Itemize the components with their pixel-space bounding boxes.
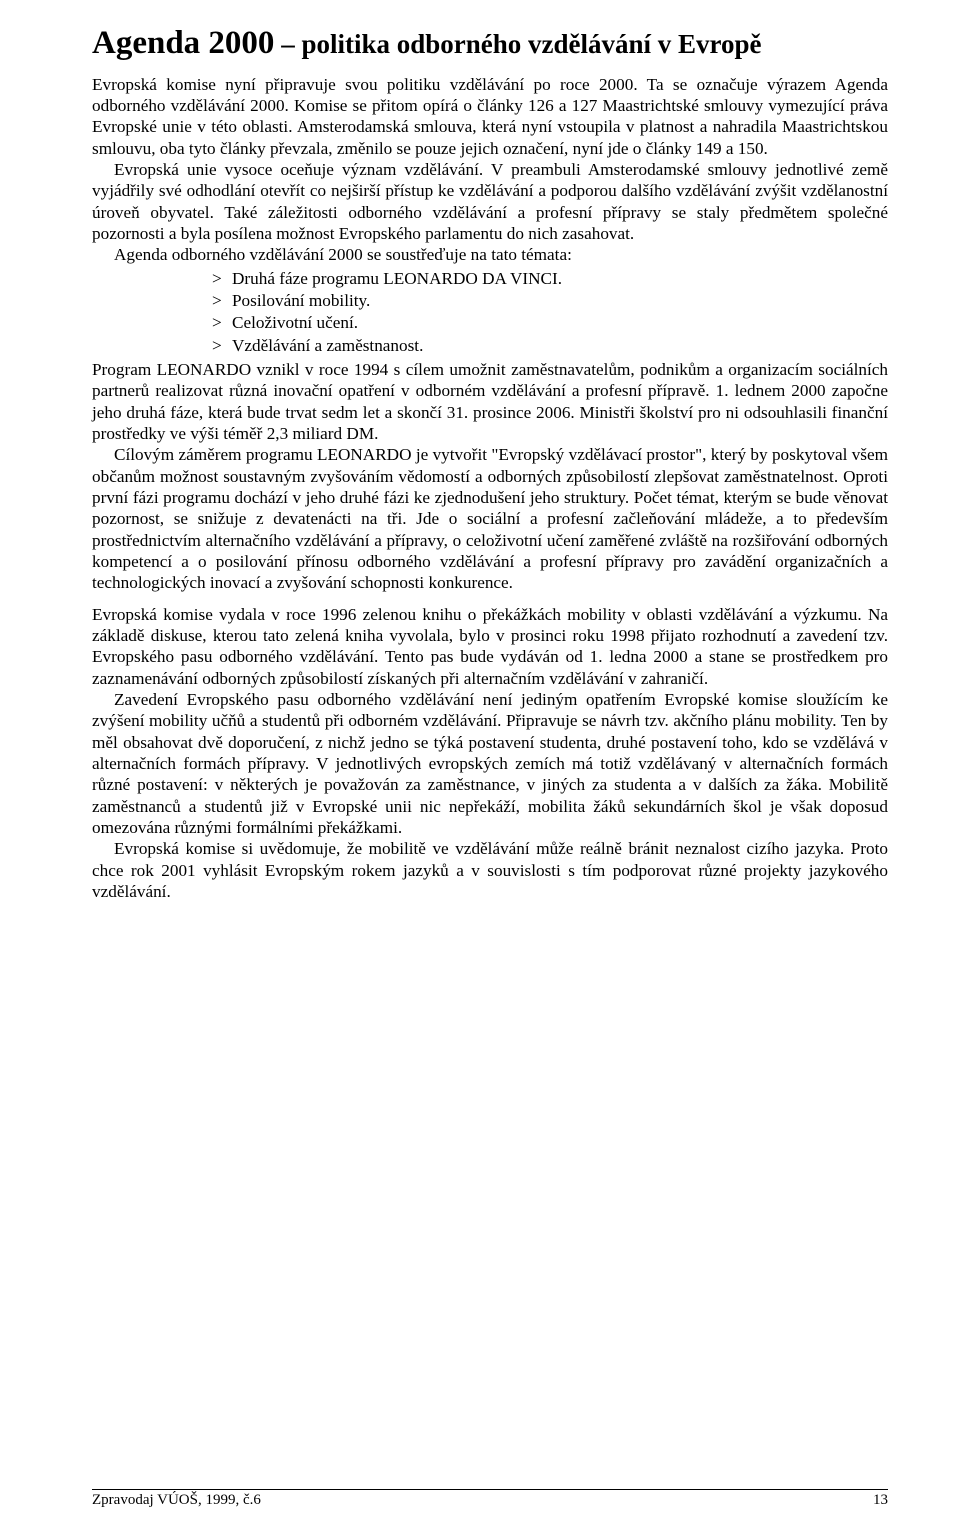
paragraph-5: Cílovým záměrem programu LEONARDO je vyt… bbox=[92, 444, 888, 593]
list-item: Celoživotní učení. bbox=[212, 312, 888, 334]
page-title: Agenda 2000 – politika odborného vzděláv… bbox=[92, 24, 888, 64]
paragraph-1: Evropská komise nyní připravuje svou pol… bbox=[92, 74, 888, 159]
list-item: Posilování mobility. bbox=[212, 290, 888, 312]
footer-source: Zpravodaj VÚOŠ, 1999, č.6 bbox=[92, 1492, 261, 1509]
paragraph-2: Evropská unie vysoce oceňuje význam vzdě… bbox=[92, 159, 888, 244]
bullet-list: Druhá fáze programu LEONARDO DA VINCI. P… bbox=[92, 268, 888, 357]
list-item: Vzdělávání a zaměstnanost. bbox=[212, 335, 888, 357]
list-item: Druhá fáze programu LEONARDO DA VINCI. bbox=[212, 268, 888, 290]
paragraph-7: Zavedení Evropského pasu odborného vzděl… bbox=[92, 689, 888, 838]
page-number: 13 bbox=[873, 1492, 888, 1509]
paragraph-8: Evropská komise si uvědomuje, že mobilit… bbox=[92, 838, 888, 902]
paragraph-gap bbox=[92, 594, 888, 604]
paragraph-4: Program LEONARDO vznikl v roce 1994 s cí… bbox=[92, 359, 888, 444]
page-footer: Zpravodaj VÚOŠ, 1999, č.6 13 bbox=[92, 1489, 888, 1509]
title-rest: – politika odborného vzdělávání v Evropě bbox=[274, 29, 761, 59]
title-strong: Agenda 2000 bbox=[92, 25, 274, 61]
paragraph-3: Agenda odborného vzdělávání 2000 se sous… bbox=[92, 244, 888, 265]
document-page: Agenda 2000 – politika odborného vzděláv… bbox=[0, 0, 960, 1533]
paragraph-6: Evropská komise vydala v roce 1996 zelen… bbox=[92, 604, 888, 689]
